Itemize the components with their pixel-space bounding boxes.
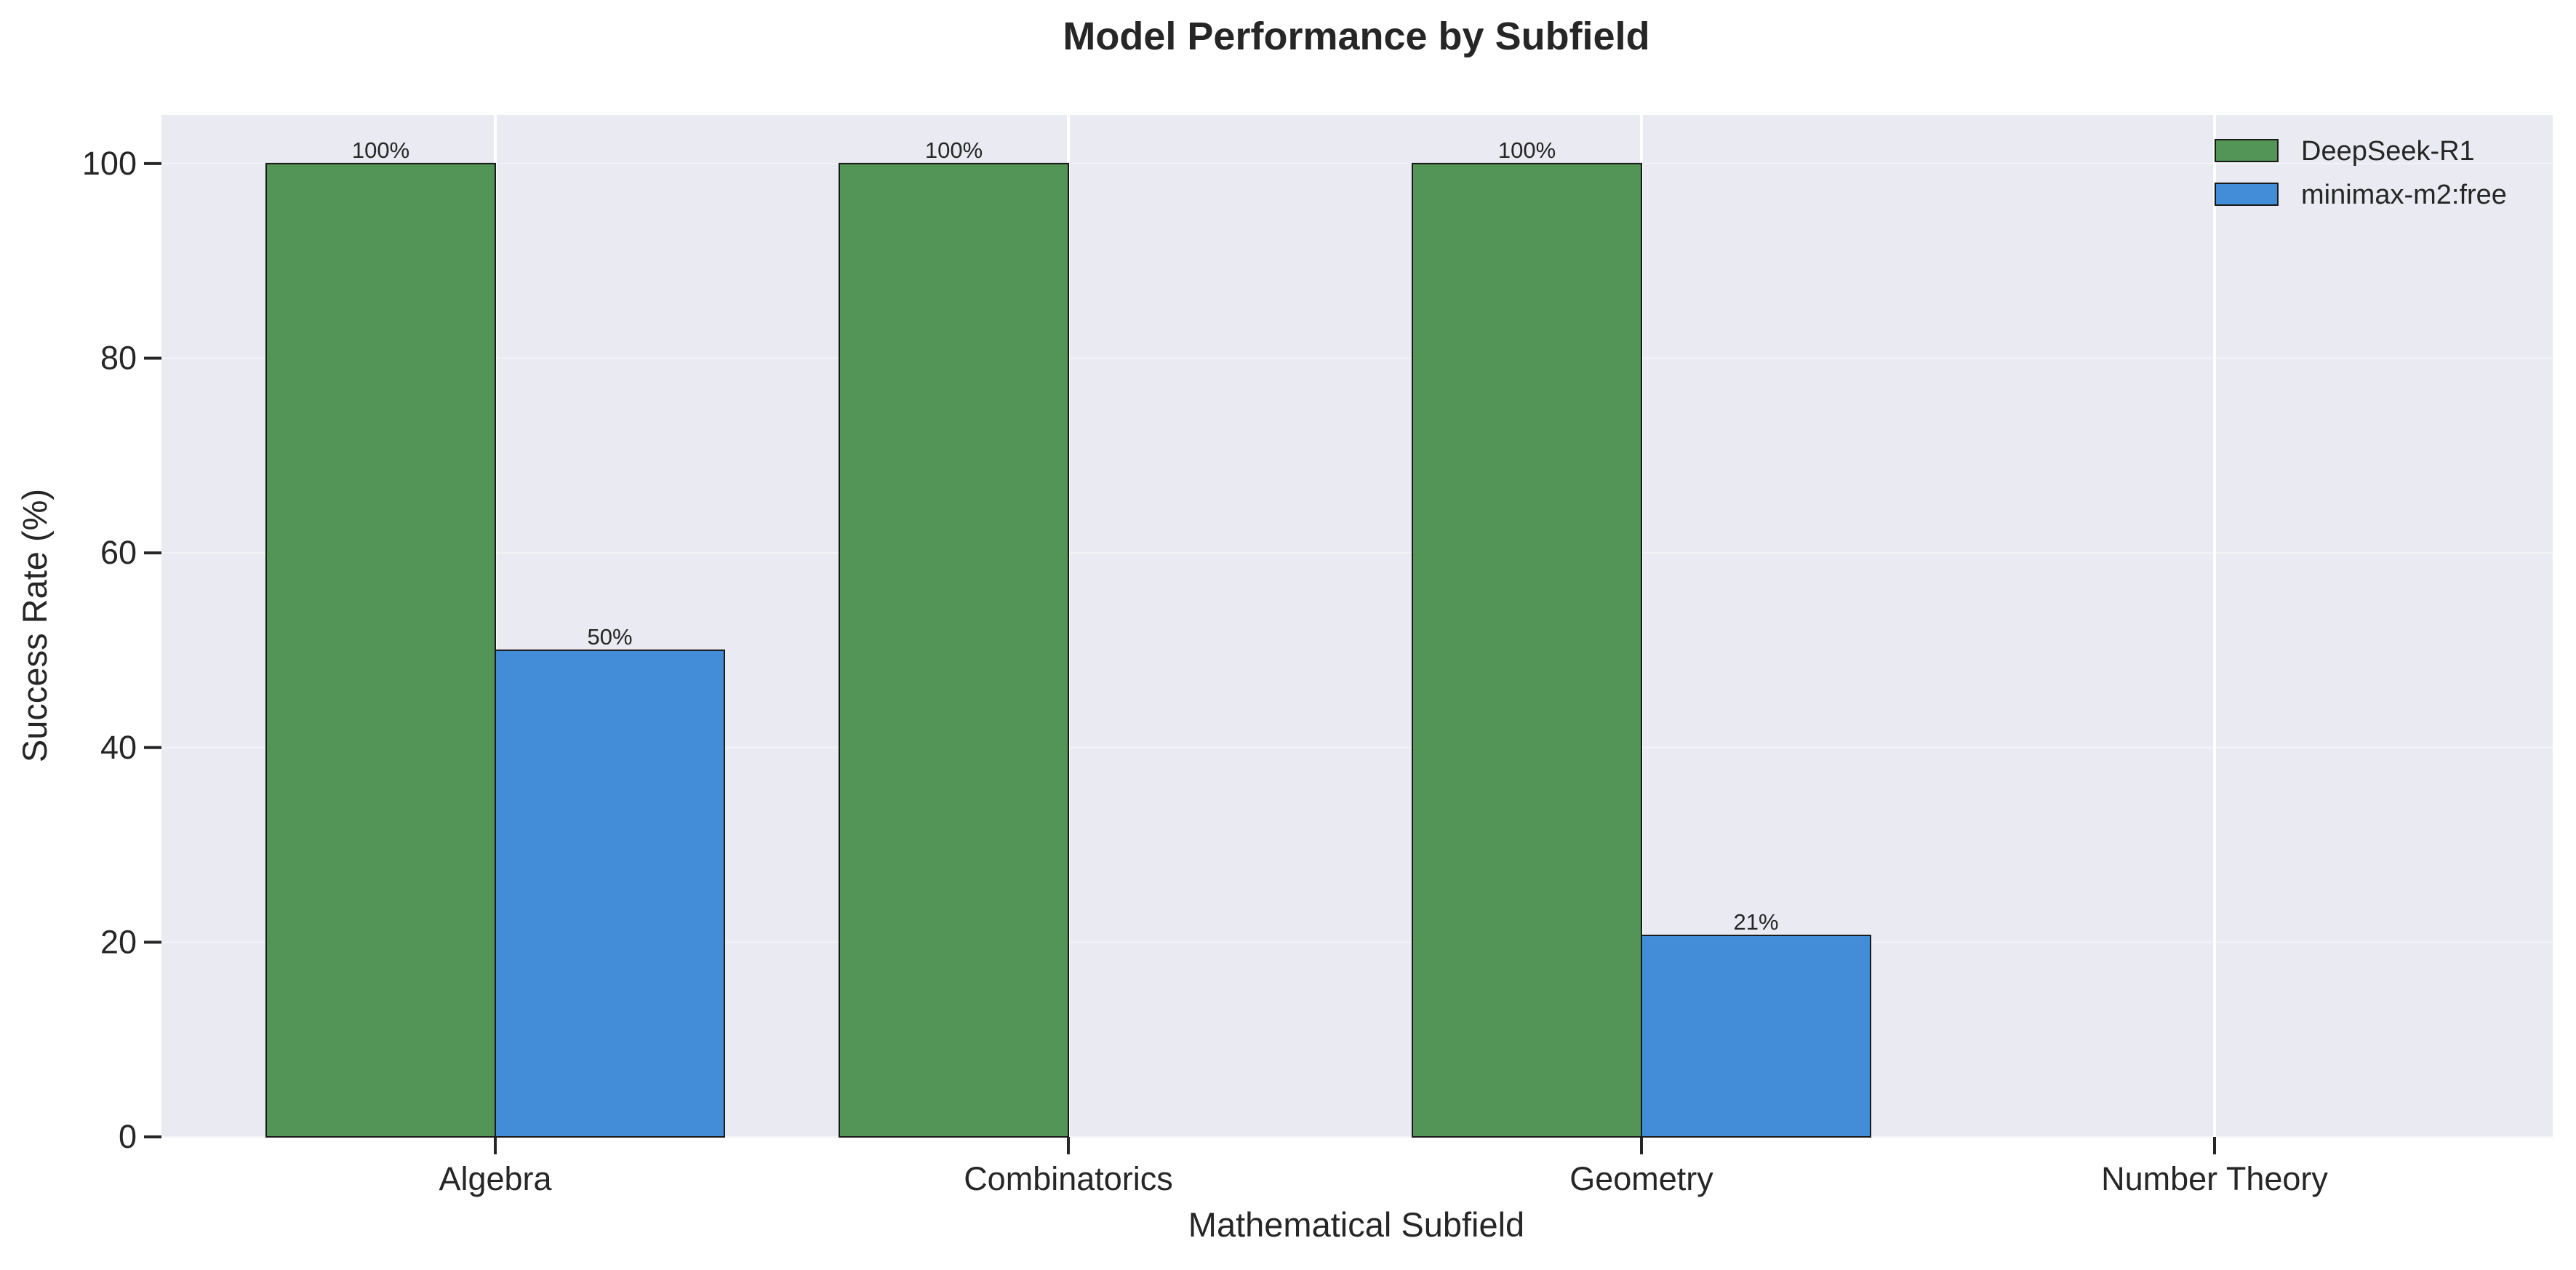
x-tick-label: Algebra	[439, 1160, 552, 1197]
x-tick-label: Combinatorics	[964, 1160, 1173, 1197]
legend-swatch	[2215, 183, 2279, 206]
data-label: 100%	[1498, 137, 1556, 163]
legend-label: DeepSeek-R1	[2301, 136, 2475, 167]
data-label: 100%	[925, 137, 983, 163]
y-tick-label: 20	[100, 923, 137, 960]
chart-title: Model Performance by Subfield	[1063, 15, 1649, 58]
bar-deepseek-r1	[1412, 162, 1642, 1138]
y-tick-label: 60	[100, 534, 137, 571]
x-tick-label: Number Theory	[2101, 1160, 2328, 1197]
bars	[265, 162, 1871, 1138]
bar-minimax-m2-free	[1641, 935, 1871, 1138]
bar-deepseek-r1	[265, 162, 496, 1138]
y-tick-label: 80	[100, 340, 137, 377]
bar-deepseek-r1	[839, 162, 1069, 1138]
y-tick-label: 40	[100, 729, 137, 766]
x-axis-label: Mathematical Subfield	[1188, 1205, 1524, 1244]
y-tick-label: 0	[119, 1118, 137, 1155]
legend-swatch	[2215, 139, 2279, 162]
data-label: 50%	[587, 624, 632, 650]
x-tick-label: Geometry	[1569, 1160, 1713, 1197]
legend: DeepSeek-R1 minimax-m2:free	[2215, 136, 2507, 210]
bar-minimax-m2-free	[495, 649, 725, 1138]
data-label: 21%	[1733, 909, 1778, 935]
legend-label: minimax-m2:free	[2301, 180, 2507, 210]
y-tick-label: 100	[82, 145, 137, 182]
data-labels: 100% 100% 100% 50% 21%	[352, 137, 1779, 935]
data-label: 100%	[352, 137, 409, 163]
axis-ticks: 0 20 40 60 80 100 Algebra Combinatorics Geometry…	[82, 145, 2328, 1197]
y-axis-label: Success Rate (%)	[15, 489, 54, 762]
